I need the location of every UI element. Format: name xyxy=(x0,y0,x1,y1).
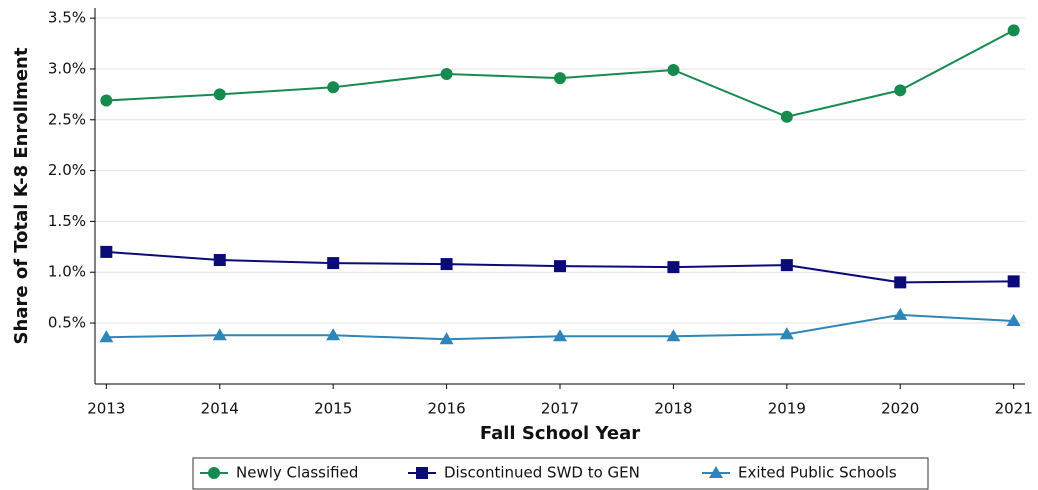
marker xyxy=(208,467,220,479)
x-tick-label: 2017 xyxy=(541,400,579,418)
y-tick-label: 2.5% xyxy=(48,110,86,128)
marker xyxy=(100,94,113,107)
marker xyxy=(213,88,226,101)
y-tick-label: 3.5% xyxy=(48,9,86,27)
marker xyxy=(1006,313,1021,326)
marker xyxy=(213,254,226,267)
x-tick-label: 2014 xyxy=(201,400,239,418)
marker xyxy=(440,68,453,81)
x-tick-label: 2016 xyxy=(427,400,465,418)
legend-label: Discontinued SWD to GEN xyxy=(444,464,640,482)
marker xyxy=(553,329,567,342)
x-tick-label: 2015 xyxy=(314,400,352,418)
marker xyxy=(416,467,428,479)
marker xyxy=(667,63,680,76)
marker xyxy=(326,328,341,341)
marker xyxy=(100,245,113,258)
legend-label: Exited Public Schools xyxy=(738,464,897,482)
y-tick-label: 1.0% xyxy=(48,263,86,281)
x-tick-label: 2021 xyxy=(995,400,1033,418)
x-tick-label: 2018 xyxy=(654,400,692,418)
marker xyxy=(327,81,340,94)
marker xyxy=(440,258,453,271)
y-tick-label: 3.0% xyxy=(48,59,86,77)
x-tick-label: 2013 xyxy=(87,400,125,418)
marker xyxy=(1007,24,1020,37)
y-axis-title: Share of Total K-8 Enrollment xyxy=(11,47,32,344)
marker xyxy=(780,259,793,272)
marker xyxy=(894,84,907,97)
y-tick-label: 1.5% xyxy=(48,212,86,230)
marker xyxy=(779,327,794,340)
marker xyxy=(439,332,454,345)
y-tick-label: 2.0% xyxy=(48,161,86,179)
marker xyxy=(1007,275,1020,288)
marker xyxy=(709,466,723,478)
marker xyxy=(212,328,227,341)
marker xyxy=(667,261,680,274)
x-axis-title: Fall School Year xyxy=(480,423,640,444)
marker xyxy=(893,307,908,320)
marker xyxy=(666,329,681,342)
x-tick-label: 2020 xyxy=(881,400,919,418)
marker xyxy=(327,257,340,270)
x-tick-label: 2019 xyxy=(768,400,806,418)
marker xyxy=(894,276,907,289)
marker xyxy=(780,110,793,123)
y-tick-label: 0.5% xyxy=(48,314,86,332)
marker xyxy=(554,72,566,85)
marker xyxy=(99,330,114,343)
marker xyxy=(554,260,566,273)
legend-box xyxy=(192,457,929,490)
legend-label: Newly Classified xyxy=(236,464,358,482)
